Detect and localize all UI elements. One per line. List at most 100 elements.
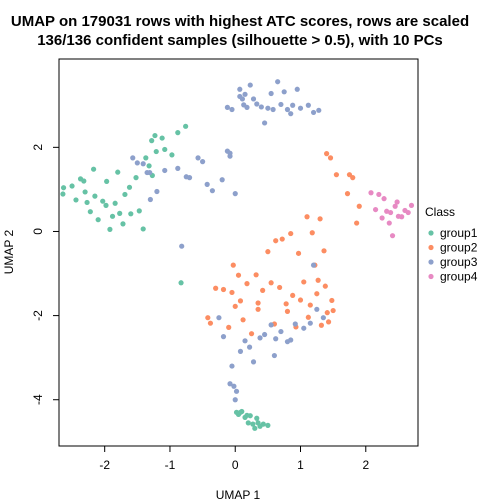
point-group1 [100, 198, 106, 204]
point-group1 [82, 189, 88, 195]
point-group3 [257, 335, 263, 341]
point-group3 [175, 165, 181, 171]
x-tick-label: -1 [165, 458, 176, 472]
legend-marker-group2 [428, 244, 434, 251]
point-group4 [368, 190, 374, 196]
point-group3 [281, 89, 287, 95]
point-group1 [60, 185, 67, 191]
point-group3 [270, 106, 276, 113]
point-group2 [283, 301, 289, 307]
point-group3 [278, 101, 284, 108]
point-group2 [329, 297, 335, 304]
point-group1 [73, 197, 79, 203]
point-group2 [232, 303, 238, 309]
point-group3 [320, 315, 326, 321]
point-group3 [204, 181, 210, 187]
point-group1 [60, 191, 66, 197]
point-group2 [273, 238, 279, 244]
point-group4 [386, 220, 392, 226]
point-group1 [81, 178, 87, 184]
point-group2 [307, 302, 313, 308]
point-group1 [109, 213, 116, 219]
point-group1 [247, 413, 253, 419]
point-group4 [399, 214, 405, 220]
point-group1 [107, 226, 113, 232]
point-group1 [126, 184, 133, 190]
point-group3 [237, 86, 243, 92]
point-group2 [354, 220, 360, 226]
point-group2 [277, 284, 283, 291]
point-group3 [310, 109, 317, 116]
data-points [60, 79, 415, 431]
point-group2 [333, 172, 340, 178]
point-group2 [237, 298, 244, 304]
point-group3 [162, 167, 168, 174]
point-group3 [237, 348, 244, 354]
point-group2 [284, 308, 291, 314]
y-tick-label: -4 [31, 394, 45, 405]
point-group3 [232, 191, 238, 197]
point-group4 [408, 202, 415, 208]
point-group1 [237, 409, 244, 415]
point-group2 [327, 155, 334, 161]
point-group2 [240, 317, 246, 323]
point-group3 [288, 337, 294, 343]
point-group1 [183, 123, 189, 129]
point-group1 [90, 166, 97, 172]
legend-label-group3: group3 [440, 255, 478, 269]
point-group1 [250, 421, 256, 427]
x-axis: -2 -1 0 1 2 [99, 446, 369, 472]
point-group1 [136, 208, 142, 214]
point-group4 [405, 209, 411, 216]
point-group3 [209, 188, 215, 194]
legend-label-group1: group1 [440, 226, 478, 240]
y-axis: -4 -2 0 2 [31, 144, 59, 405]
point-group4 [381, 196, 387, 202]
point-group3 [310, 262, 317, 268]
y-tick-label: 2 [31, 144, 45, 151]
point-group2 [325, 319, 332, 325]
point-group2 [279, 236, 285, 242]
point-group1 [87, 209, 93, 215]
point-group1 [159, 135, 165, 141]
point-group4 [384, 208, 390, 214]
point-group3 [265, 105, 271, 111]
point-group2 [235, 272, 242, 278]
point-group1 [133, 175, 139, 181]
point-group1 [146, 163, 152, 169]
point-group2 [318, 322, 324, 328]
point-group1 [255, 420, 261, 426]
point-group2 [305, 314, 311, 320]
point-group3 [290, 102, 296, 108]
point-group3 [216, 315, 222, 321]
point-group1 [178, 280, 184, 286]
point-group3 [229, 106, 235, 113]
point-group3 [244, 104, 250, 110]
point-group2 [356, 203, 362, 209]
legend-marker-group3 [428, 259, 434, 265]
plot-frame [58, 58, 419, 447]
point-group3 [314, 306, 320, 312]
point-group2 [207, 320, 214, 326]
point-group1 [128, 211, 134, 217]
point-group3 [288, 111, 294, 117]
point-group1 [84, 199, 90, 206]
point-group4 [372, 206, 379, 213]
point-group3 [130, 155, 136, 161]
point-group4 [387, 209, 394, 216]
point-group3 [258, 104, 264, 110]
point-group1 [69, 183, 75, 189]
point-group2 [314, 291, 320, 297]
point-group3 [224, 104, 231, 110]
point-group2 [350, 175, 356, 181]
y-tick-label: 0 [31, 228, 45, 235]
point-group3 [284, 106, 291, 113]
point-group3 [140, 161, 146, 167]
point-group3 [292, 321, 298, 327]
point-group1 [162, 146, 168, 153]
y-axis-label: UMAP 2 [2, 229, 16, 274]
point-group1 [103, 202, 109, 208]
point-group3 [271, 352, 277, 359]
point-group2 [260, 287, 266, 293]
x-tick-label: -2 [99, 458, 110, 472]
